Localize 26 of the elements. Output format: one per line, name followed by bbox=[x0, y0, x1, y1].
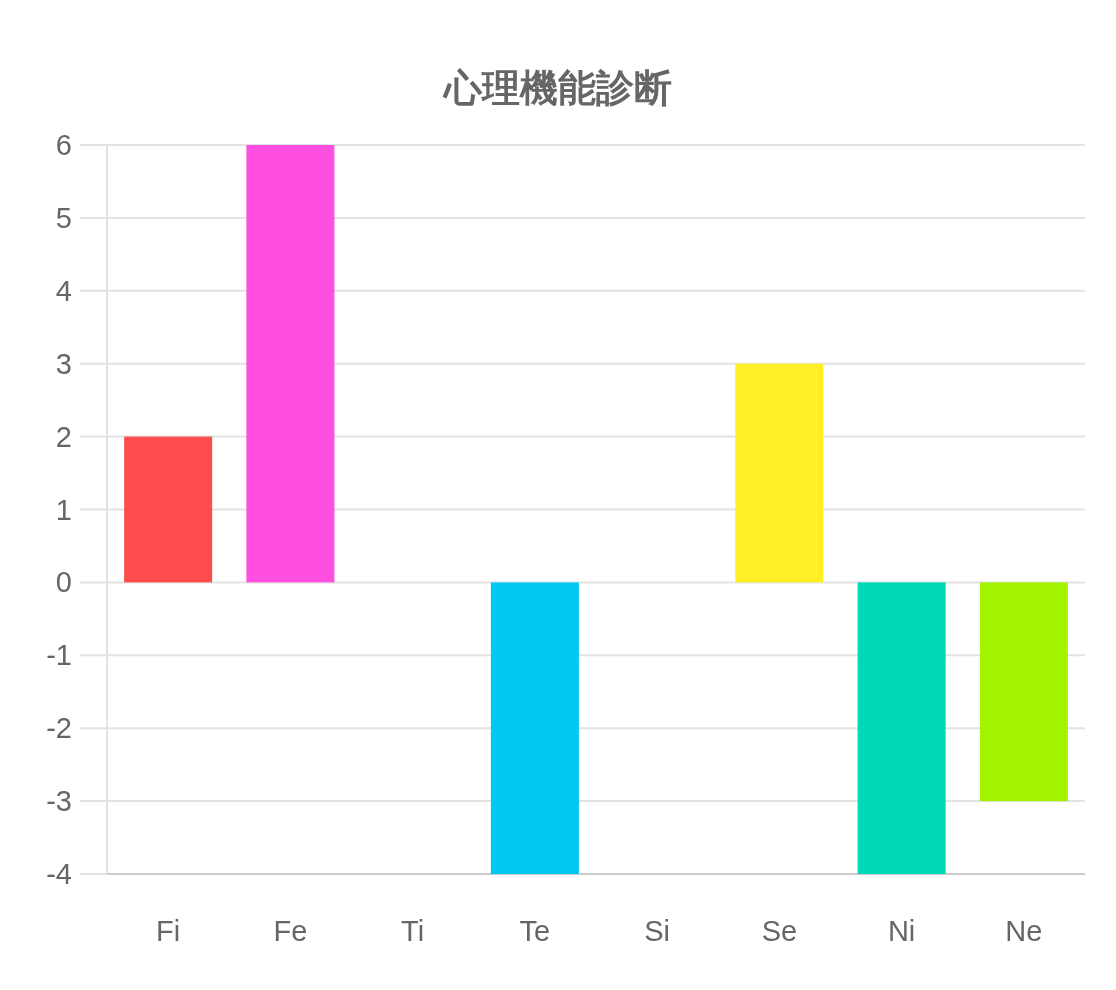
y-tick-label: -1 bbox=[46, 639, 72, 672]
y-tick-label: 0 bbox=[55, 566, 72, 599]
bar bbox=[246, 145, 335, 583]
bar bbox=[735, 363, 824, 583]
x-tick-label: Ne bbox=[1005, 915, 1043, 947]
y-tick-label: 4 bbox=[55, 274, 72, 307]
y-tick-label: 6 bbox=[55, 129, 72, 161]
bar bbox=[124, 436, 213, 583]
y-tick-label: 2 bbox=[55, 420, 72, 453]
y-tick-label: -2 bbox=[46, 712, 72, 745]
x-tick-label: Ni bbox=[887, 915, 916, 947]
y-tick-label: 3 bbox=[55, 347, 72, 380]
bar bbox=[490, 582, 579, 874]
x-tick-label: Fe bbox=[273, 915, 308, 947]
y-tick-label: -3 bbox=[46, 785, 72, 818]
x-tick-label: Se bbox=[761, 915, 798, 947]
x-tick-label: Te bbox=[519, 915, 551, 947]
x-tick-label: Ti bbox=[401, 915, 425, 947]
y-tick-label: -4 bbox=[46, 858, 72, 890]
y-tick-label: 5 bbox=[55, 201, 72, 234]
bar bbox=[857, 582, 946, 874]
x-tick-label: Si bbox=[644, 915, 671, 947]
x-tick-label: Fi bbox=[156, 915, 181, 947]
y-tick-label: 1 bbox=[55, 493, 72, 526]
bar bbox=[979, 582, 1068, 802]
chart-title: 心理機能診断 bbox=[442, 67, 672, 109]
